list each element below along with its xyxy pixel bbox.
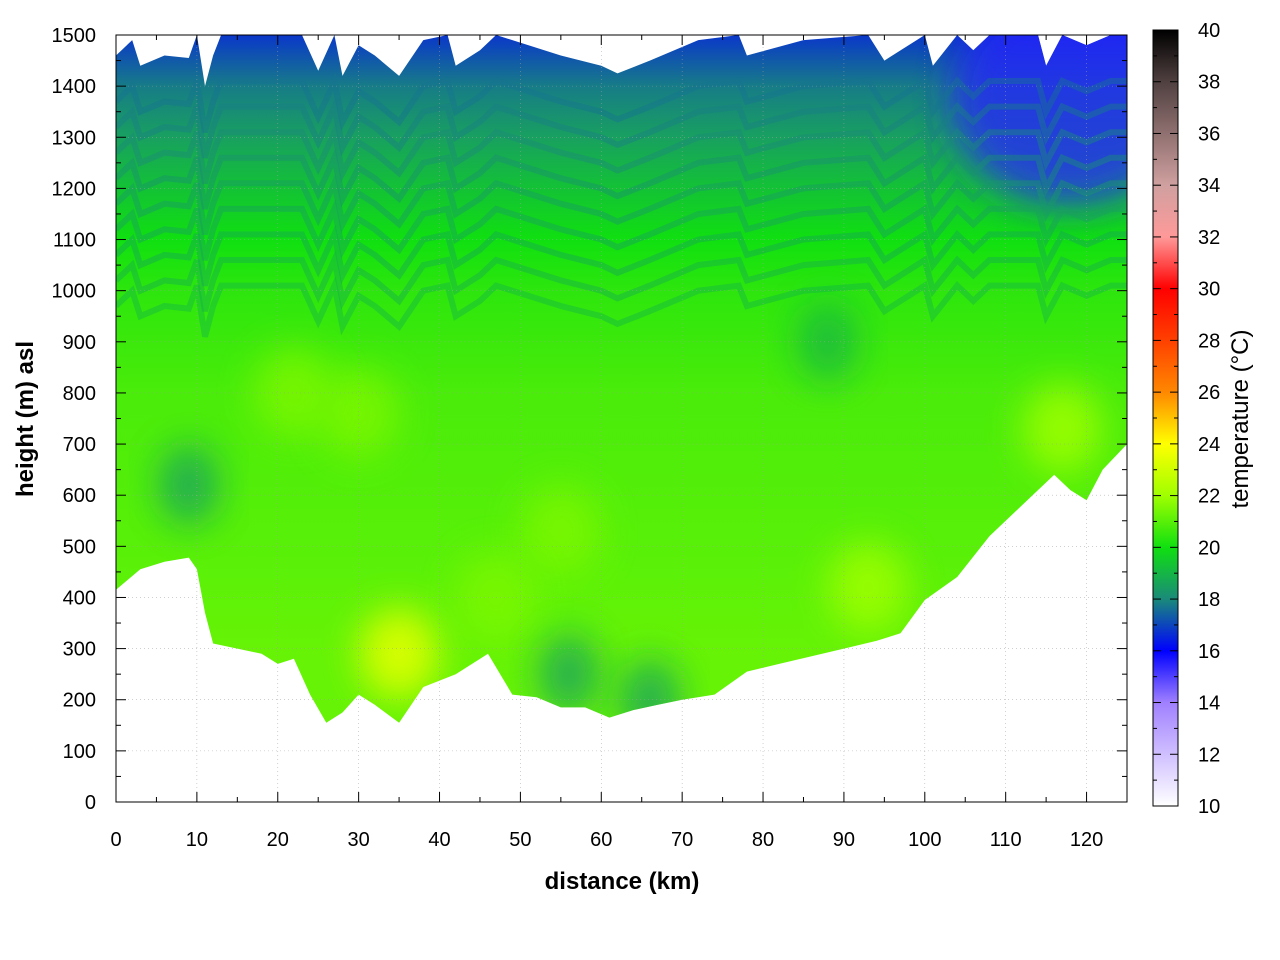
y-tick-label: 500: [63, 536, 96, 558]
x-tick-label: 10: [186, 829, 208, 851]
isotherm-band: [116, 275, 1127, 338]
y-tick-label: 1400: [52, 76, 97, 98]
colorbar-tick-label: 26: [1198, 382, 1220, 404]
colorbar-ticks: 10 12 14 16 18 20 22 24 26 28 30 32 34 36 38 40: [1153, 20, 1220, 818]
x-tick-label: 30: [348, 829, 370, 851]
colorbar-tick-label: 36: [1198, 123, 1220, 145]
y-tick-label: 1500: [52, 25, 97, 47]
x-tick-label: 80: [752, 829, 774, 851]
colorbar-tick-label: 24: [1198, 434, 1220, 456]
y-tick-label: 1300: [52, 127, 97, 149]
y-tick-label: 100: [63, 741, 96, 763]
isotherm-band: [116, 250, 1127, 312]
colorbar-tick-label: 22: [1198, 486, 1220, 508]
x-tick-label: 90: [833, 829, 855, 851]
colorbar-tick-label: 34: [1198, 175, 1220, 197]
y-tick-label: 1200: [52, 178, 97, 200]
warm-pocket: [253, 347, 334, 438]
isotherm-band: [116, 199, 1127, 261]
x-axis-label: distance (km): [545, 868, 700, 895]
cool-pocket: [538, 634, 599, 715]
x-tick-label: 70: [671, 829, 693, 851]
x-tick-label: 50: [509, 829, 531, 851]
isotherm-band: [116, 122, 1127, 185]
x-tick-label: 100: [908, 829, 941, 851]
y-tick-label: 600: [63, 485, 96, 507]
colorbar-tick-label: 30: [1198, 279, 1220, 301]
warm-pocket: [828, 542, 909, 633]
y-tick-label: 0: [85, 792, 96, 814]
colorbar-tick-label: 40: [1198, 20, 1220, 42]
y-tick-label: 900: [63, 332, 96, 354]
warm-pocket: [1022, 383, 1103, 474]
warm-pocket: [520, 485, 601, 576]
y-axis-label: height (m) asl: [12, 341, 39, 497]
isotherm-band: [116, 71, 1127, 133]
warm-pocket: [359, 608, 440, 699]
y-tick-label: 300: [63, 639, 96, 661]
y-tick-label: 400: [63, 587, 96, 609]
isotherm-band: [116, 96, 1127, 159]
colorbar-tick-label: 12: [1198, 744, 1220, 766]
colorbar-tick-label: 32: [1198, 227, 1220, 249]
colorbar: 10 12 14 16 18 20 22 24 26 28 30 32 34 36 38 40: [1152, 20, 1220, 818]
x-tick-label: 0: [110, 829, 121, 851]
colorbar-tick-label: 10: [1198, 796, 1220, 818]
colorbar-tick-label: 20: [1198, 537, 1220, 559]
colorbar-tick-label: 18: [1198, 589, 1220, 611]
isotherm-band: [116, 173, 1127, 236]
isotherm-band: [116, 147, 1127, 210]
isotherm-band: [116, 224, 1127, 287]
x-tick-label: 110: [990, 829, 1022, 851]
colorbar-tick-label: 16: [1198, 641, 1220, 663]
plot-area: 0 10 20 30 40 50 60 70 80 90 100 110 120 0 100 200 300 4…: [52, 25, 1128, 851]
y-axis-ticks: 0 100 200 300 400 500 600 700 800 900 1000 1100 1200…: [52, 25, 1127, 814]
grid-lines: [116, 35, 1127, 802]
colorbar-tick-label: 14: [1198, 693, 1220, 715]
y-tick-label: 1000: [52, 281, 97, 303]
y-tick-label: 700: [63, 434, 96, 456]
x-tick-label: 20: [267, 829, 289, 851]
x-axis-ticks: 0 10 20 30 40 50 60 70 80 90 100 110 120: [110, 35, 1128, 851]
y-tick-label: 1100: [53, 230, 96, 252]
temperature-field: [116, 35, 1127, 723]
x-tick-label: 40: [428, 829, 450, 851]
cool-pocket: [797, 301, 858, 382]
colorbar-scale: [1152, 29, 1179, 807]
upper-right-cool-region: [950, 35, 1127, 207]
colorbar-label: temperature (°C): [1227, 330, 1254, 509]
x-tick-label: 120: [1070, 829, 1103, 851]
cool-pocket: [158, 444, 219, 525]
colorbar-tick-label: 28: [1198, 330, 1220, 352]
y-tick-label: 200: [63, 690, 96, 712]
colorbar-tick-label: 38: [1198, 72, 1220, 94]
y-tick-label: 800: [63, 383, 96, 405]
warm-pocket: [318, 368, 399, 459]
x-tick-label: 60: [590, 829, 612, 851]
